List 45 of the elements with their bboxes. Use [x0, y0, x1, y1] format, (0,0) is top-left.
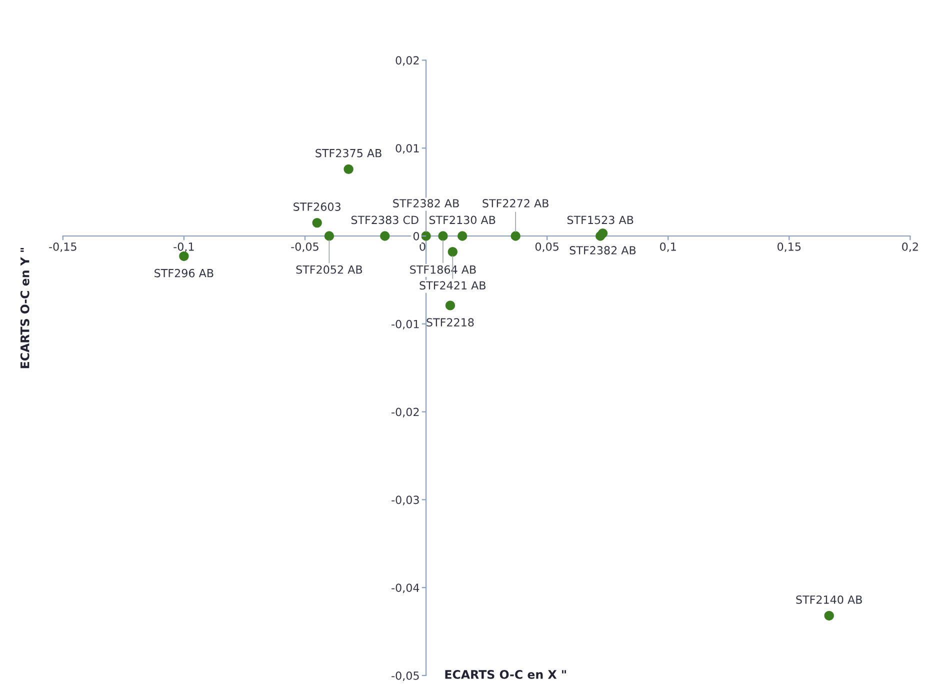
y-tick-label: 0,01 [396, 144, 419, 154]
x-tick-label: 0 [420, 242, 426, 251]
x-tick-label: 0,1 [660, 242, 676, 252]
point [438, 231, 448, 241]
y-tick-label: -0,05 [392, 671, 419, 682]
annotation: STF2603 [294, 202, 340, 211]
point [448, 246, 458, 257]
annotation: STF2218 [426, 318, 474, 327]
annotation: STF2421 AB [420, 281, 486, 290]
point [324, 231, 334, 241]
point [179, 251, 189, 262]
x-axis-title: ECARTS O-C en X " [445, 670, 566, 679]
y-tick-label: 0,02 [396, 56, 419, 66]
annotation: STF2052 AB [296, 265, 362, 274]
x-tick-label: -0,1 [174, 242, 194, 252]
annotation: STF1523 AB [567, 216, 634, 224]
x-tick-label: 0,2 [902, 242, 918, 252]
point [598, 228, 608, 238]
point [824, 610, 834, 621]
x-tick-label: -0,15 [49, 242, 76, 252]
annotation: STF2140 AB [796, 595, 862, 604]
x-tick-label: 0,05 [535, 242, 558, 252]
annotation: STF2272 AB [482, 199, 548, 208]
annotation: STF2382 AB [393, 199, 459, 208]
annotation: STF2382 AB [570, 246, 636, 254]
x-tick-label: 0,15 [778, 242, 801, 252]
annotation: STF2375 AB [316, 148, 382, 158]
point [312, 218, 322, 228]
annotation: STF2130 AB [429, 216, 496, 224]
y-tick-label: 0 [413, 232, 420, 240]
x-tick-label: -0,05 [291, 242, 318, 252]
y-tick-label: -0,04 [392, 584, 420, 594]
point [510, 231, 520, 241]
y-axis-title: ECARTS O-C en Y " [20, 248, 30, 368]
y-tick-label: -0,03 [392, 496, 419, 506]
point [457, 231, 468, 241]
y-tick-label: -0,02 [392, 408, 419, 418]
point [380, 231, 390, 241]
point [344, 164, 354, 174]
annotation: STF2383 CD [351, 216, 418, 224]
point [445, 300, 456, 310]
point [421, 231, 431, 241]
annotation: STF1864 AB [410, 265, 476, 274]
y-tick-label: -0,01 [392, 320, 419, 330]
annotation: STF296 AB [154, 268, 214, 278]
